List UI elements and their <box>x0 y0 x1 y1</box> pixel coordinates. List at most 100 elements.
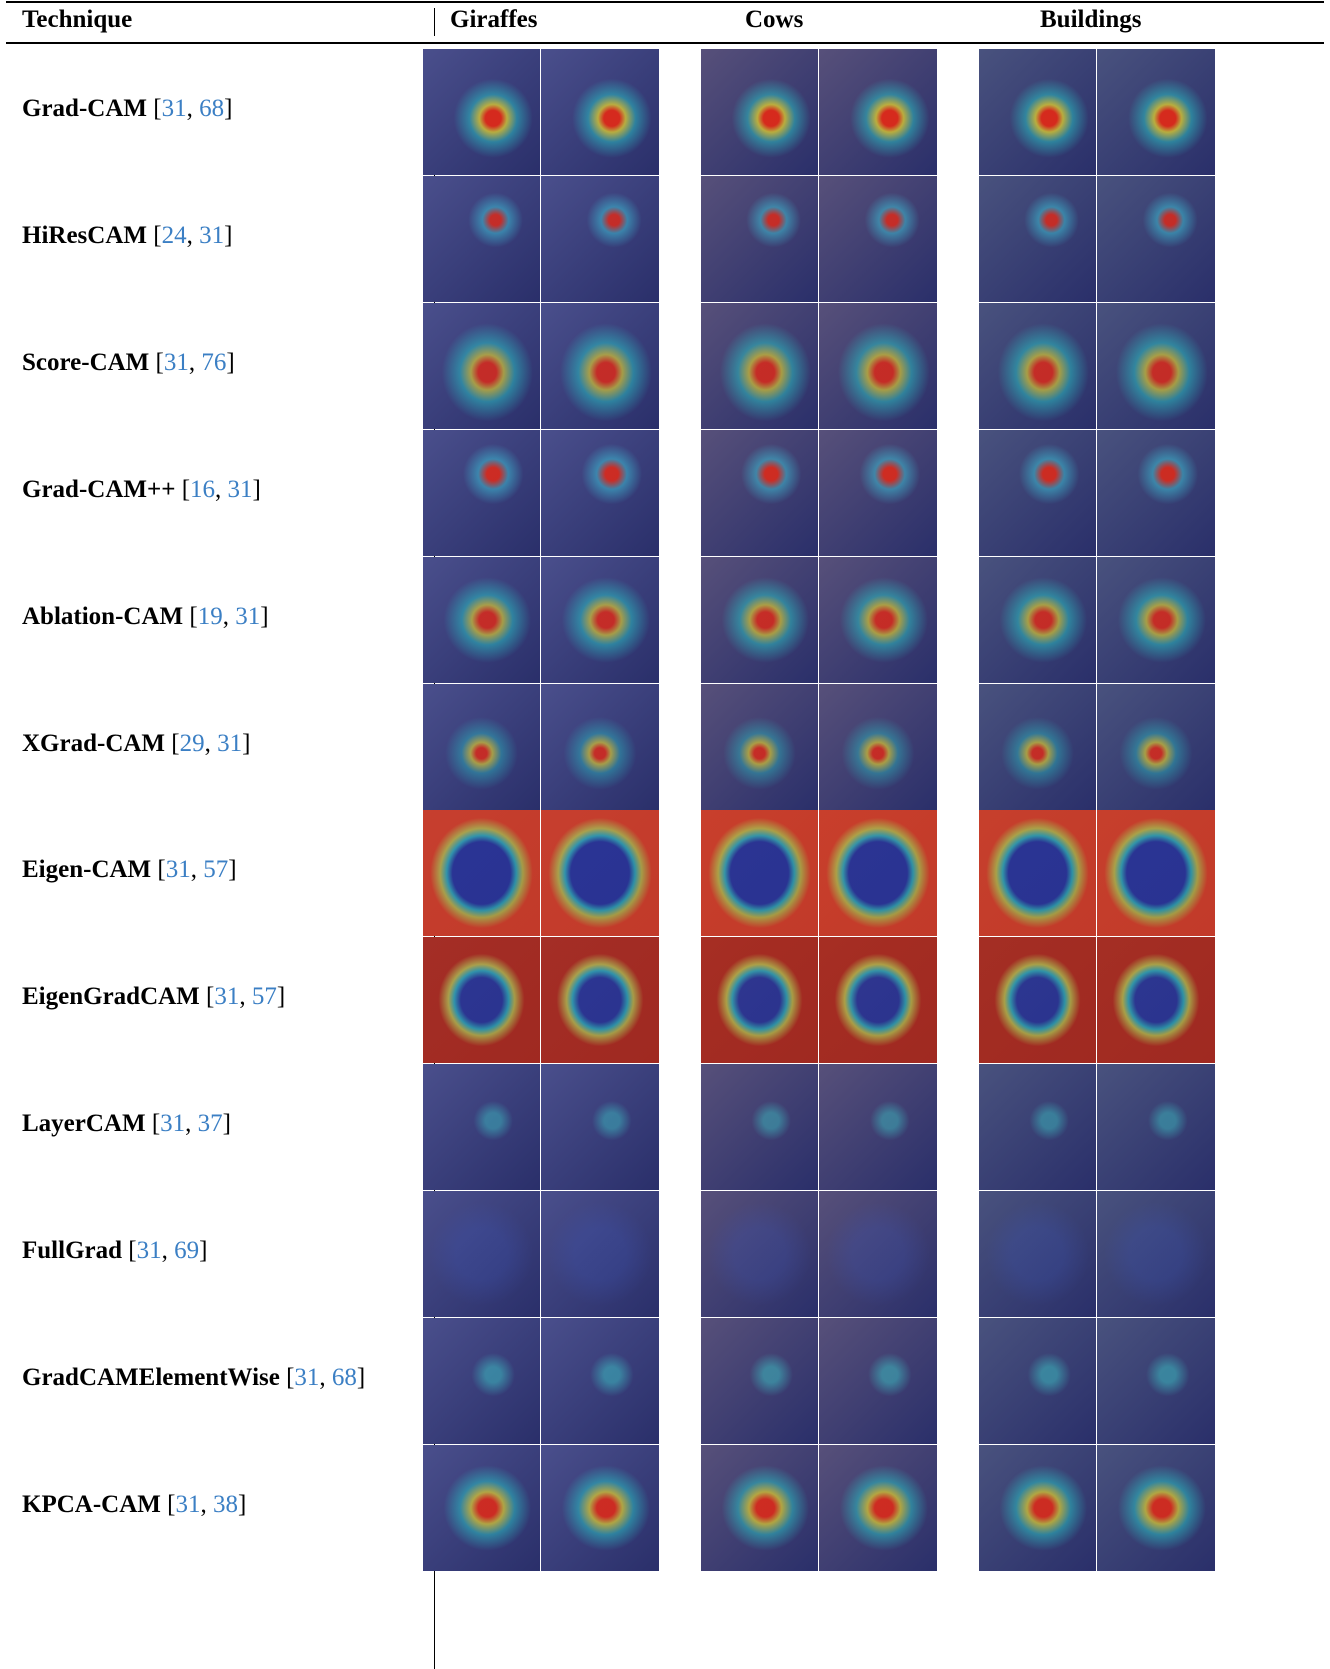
heatmap-image <box>1097 556 1215 683</box>
citation-link[interactable]: 31 <box>165 856 191 884</box>
heatmap-image <box>423 1444 540 1571</box>
citation-link[interactable]: 31 <box>160 1110 186 1138</box>
citation-text: ] <box>224 221 233 249</box>
citation-text: [ <box>286 1364 295 1391</box>
technique-cell: GradCAMElementWise [31, 68] <box>22 1364 365 1392</box>
citation-text: ] <box>224 95 233 122</box>
heatmap-image <box>701 1318 818 1444</box>
citation-link[interactable]: 31 <box>175 1490 201 1518</box>
technique-cell: Grad-CAM [31, 68] <box>22 95 232 123</box>
heatmap-image <box>1097 1444 1215 1571</box>
citation-link[interactable]: 31 <box>294 1364 320 1391</box>
citation-link[interactable]: 31 <box>199 221 225 249</box>
heatmap-image <box>979 302 1096 429</box>
heatmap-image <box>819 1318 937 1444</box>
heatmap-image <box>979 49 1096 175</box>
heatmap-image <box>541 556 659 683</box>
citation-text: , <box>161 1237 175 1265</box>
heatmap-image <box>541 1444 659 1571</box>
heatmap-image <box>819 429 937 556</box>
citation-link[interactable]: 38 <box>212 1490 238 1518</box>
technique-name: Ablation-CAM <box>22 602 184 630</box>
technique-cell: HiResCAM [24, 31] <box>22 222 232 250</box>
citation-link[interactable]: 29 <box>179 729 205 757</box>
column-header: Technique <box>22 6 133 33</box>
citation-link[interactable]: 24 <box>161 221 187 249</box>
heatmap-image <box>423 810 540 937</box>
heatmap-image <box>701 556 818 683</box>
citation-link[interactable]: 31 <box>217 729 243 757</box>
heatmap-image <box>1097 1318 1215 1444</box>
heatmap-image <box>701 302 818 429</box>
citation-link[interactable]: 68 <box>199 95 225 122</box>
heatmap-image <box>541 175 659 302</box>
citation-text: [ <box>153 221 162 249</box>
citation-link[interactable]: 31 <box>227 475 253 503</box>
citation-text: ] <box>222 1110 231 1138</box>
technique-name: GradCAMElementWise <box>22 1364 280 1391</box>
citation-link[interactable]: 69 <box>174 1237 200 1265</box>
technique-cell: Grad-CAM++ [16, 31] <box>22 476 261 504</box>
heatmap-image <box>1097 1064 1215 1191</box>
technique-name: Grad-CAM <box>22 95 147 122</box>
technique-name: KPCA-CAM <box>22 1490 161 1518</box>
citation-link[interactable]: 31 <box>136 1237 162 1265</box>
citation-link[interactable]: 16 <box>190 475 216 503</box>
citation-text: , <box>222 602 236 630</box>
heatmap-image <box>979 175 1096 302</box>
heatmap-image <box>423 1064 540 1191</box>
citation-link[interactable]: 31 <box>214 983 240 1011</box>
citation-text: , <box>190 856 204 884</box>
citation-link[interactable]: 68 <box>331 1364 357 1391</box>
citation-text: , <box>200 1490 213 1518</box>
technique-cell: KPCA-CAM [31, 38] <box>22 1491 246 1519</box>
heatmap-image <box>819 810 937 937</box>
heatmap-image <box>819 302 937 429</box>
citation-text: , <box>239 983 252 1011</box>
heatmap-image <box>1097 429 1215 556</box>
citation-text: ] <box>199 1237 208 1265</box>
heatmap-image <box>979 556 1096 683</box>
heatmap-image <box>819 937 937 1064</box>
citation-link[interactable]: 31 <box>161 95 187 122</box>
technique-name: Score-CAM <box>22 348 150 376</box>
citation-text: ] <box>237 1490 247 1518</box>
heatmap-image <box>423 1191 540 1318</box>
heatmap-image <box>701 429 818 556</box>
heatmap-image <box>819 1064 937 1191</box>
citation-text: ] <box>276 983 286 1011</box>
technique-cell: Ablation-CAM [19, 31] <box>22 603 269 631</box>
heatmap-image <box>819 556 937 683</box>
technique-name: EigenGradCAM <box>22 983 200 1011</box>
citation-text: [ <box>157 856 166 884</box>
citation-link[interactable]: 31 <box>163 348 189 376</box>
citation-text: [ <box>181 475 191 503</box>
heatmap-image <box>701 683 818 810</box>
citation-text: ] <box>260 602 269 630</box>
heatmap-image <box>701 1444 818 1571</box>
heatmap-image <box>819 1444 937 1571</box>
heatmap-image <box>819 49 937 175</box>
heatmap-image <box>1097 1191 1215 1318</box>
heatmap-image <box>541 937 659 1064</box>
citation-link[interactable]: 37 <box>197 1110 223 1138</box>
heatmap-image <box>423 937 540 1064</box>
citation-link[interactable]: 57 <box>251 983 277 1011</box>
technique-name: FullGrad <box>22 1237 123 1265</box>
citation-text: ] <box>242 729 251 757</box>
citation-link[interactable]: 31 <box>235 602 261 630</box>
technique-name: LayerCAM <box>22 1110 146 1138</box>
technique-cell: FullGrad [31, 69] <box>22 1237 207 1265</box>
heatmap-image <box>1097 683 1215 810</box>
heatmap-image <box>1097 49 1215 175</box>
heatmap-image <box>979 1444 1096 1571</box>
citation-text: [ <box>171 729 180 757</box>
technique-cell: Score-CAM [31, 76] <box>22 349 235 377</box>
citation-link[interactable]: 57 <box>203 856 229 884</box>
header-divider <box>434 8 436 36</box>
column-header: Cows <box>745 6 804 33</box>
citation-link[interactable]: 76 <box>201 348 227 376</box>
heatmap-image <box>819 683 937 810</box>
heatmap-image <box>423 556 540 683</box>
citation-link[interactable]: 19 <box>197 602 223 630</box>
